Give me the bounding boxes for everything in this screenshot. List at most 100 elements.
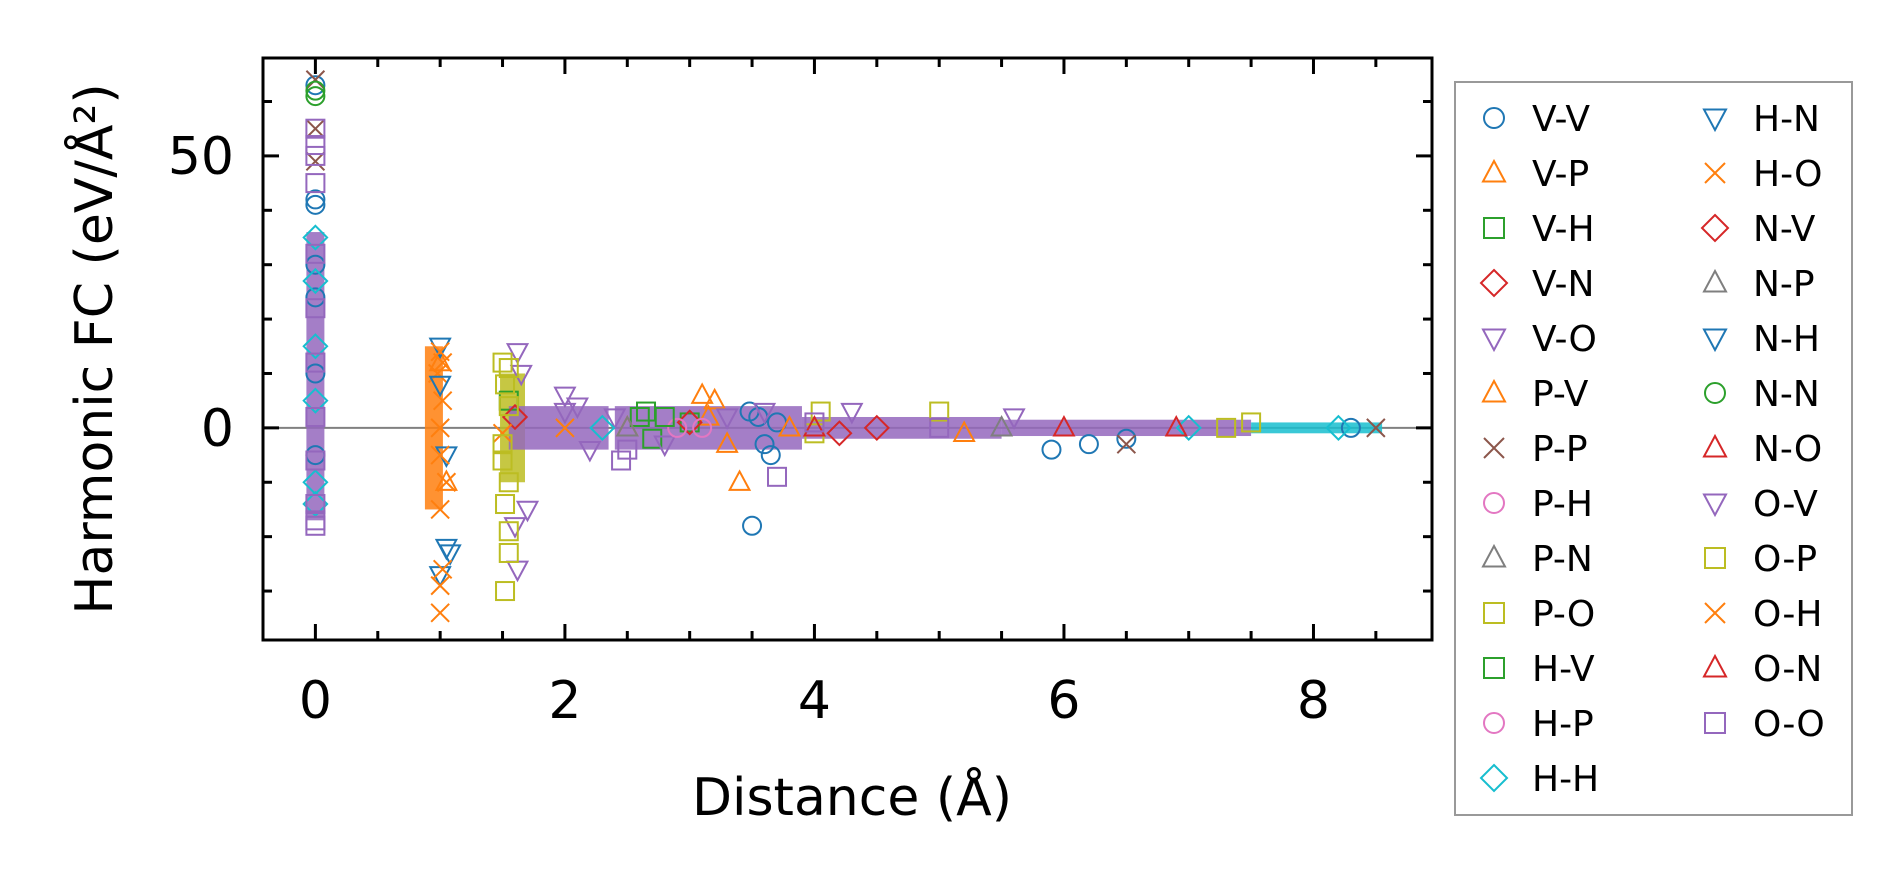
legend-marker xyxy=(1483,492,1505,514)
axis-tick-labels: 0 2 4 6 8 0 50 xyxy=(168,127,1330,731)
axis-ticks xyxy=(263,58,1432,640)
data-point-o-p xyxy=(498,358,519,379)
data-point-v-v xyxy=(1041,439,1062,460)
legend-entry-v-h: V-H xyxy=(1483,209,1595,250)
data-point-h-h xyxy=(302,469,329,496)
legend-entry-n-v: N-V xyxy=(1700,209,1816,250)
legend-label: V-P xyxy=(1532,154,1589,195)
data-point-h-h xyxy=(302,333,329,360)
plot-frame xyxy=(261,56,1434,642)
data-point-o-o xyxy=(305,173,326,194)
x-tick-label: 0 xyxy=(299,671,332,731)
legend-label: O-N xyxy=(1753,649,1822,690)
data-point-h-h xyxy=(1325,414,1352,441)
legend-entry-h-o: H-O xyxy=(1704,154,1822,195)
data-point-p-o xyxy=(498,396,519,417)
legend-marker xyxy=(1481,543,1507,568)
data-point-v-p xyxy=(690,382,714,404)
data-point-h-h xyxy=(302,387,329,414)
data-point-v-v xyxy=(1078,434,1099,455)
legend-entry-p-p: P-P xyxy=(1483,429,1588,470)
legend-marker xyxy=(1704,602,1726,624)
legend-label: N-N xyxy=(1753,374,1820,415)
dense-band-o-o xyxy=(1001,419,1252,437)
x-tick-label: 2 xyxy=(548,671,581,731)
legend-marker xyxy=(1483,602,1505,624)
legend-marker xyxy=(1483,712,1505,734)
legend-marker xyxy=(1483,437,1505,459)
data-markers xyxy=(302,70,1386,623)
legend-marker xyxy=(1702,328,1728,353)
legend-marker xyxy=(1704,547,1726,569)
legend-marker xyxy=(1704,712,1726,734)
data-point-v-p xyxy=(696,404,720,426)
data-point-n-n xyxy=(305,86,326,107)
data-point-h-o xyxy=(436,472,457,492)
legend-label: H-N xyxy=(1753,99,1820,140)
legend-label: N-O xyxy=(1753,429,1822,470)
data-point-o-o xyxy=(305,450,326,471)
legend-label: V-N xyxy=(1532,264,1594,305)
data-point-o-o xyxy=(929,417,950,438)
data-point-p-p xyxy=(305,119,326,139)
legend-entry-n-p: N-P xyxy=(1702,264,1815,305)
data-point-p-p xyxy=(1116,434,1137,454)
legend-entry-p-v: P-V xyxy=(1481,374,1589,415)
data-point-v-o xyxy=(503,517,527,539)
data-point-o-n xyxy=(1164,414,1188,437)
data-point-v-v xyxy=(305,363,326,384)
legend-entry-o-h: O-H xyxy=(1704,594,1822,635)
data-point-n-v xyxy=(863,414,890,441)
data-point-p-p xyxy=(305,70,326,90)
data-point-v-v xyxy=(305,189,326,210)
legend-marker xyxy=(1481,158,1507,183)
data-point-o-o xyxy=(611,450,632,471)
legend-entry-o-n: O-N xyxy=(1702,649,1822,690)
legend-entry-n-n: N-N xyxy=(1704,374,1820,415)
data-point-p-o xyxy=(492,352,513,373)
data-point-v-h xyxy=(629,406,650,427)
data-point-o-o xyxy=(305,352,326,373)
plot-area xyxy=(263,70,1432,623)
data-point-o-v xyxy=(752,402,777,425)
data-point-v-n xyxy=(501,403,529,431)
data-point-p-o xyxy=(1241,412,1262,433)
y-axis-label: Harmonic FC (eV/Å²) xyxy=(63,83,125,614)
data-point-v-v xyxy=(305,194,326,215)
data-point-v-p xyxy=(434,469,458,491)
data-point-v-o xyxy=(603,408,627,430)
data-point-v-p xyxy=(715,431,739,453)
legend-frame xyxy=(1454,81,1853,816)
x-tick-label: 4 xyxy=(798,671,831,731)
legend-label: P-P xyxy=(1532,429,1588,470)
data-point-v-v xyxy=(742,515,763,536)
data-point-p-o xyxy=(810,401,831,422)
data-point-o-o xyxy=(305,494,326,515)
x-axis-label: Distance (Å) xyxy=(692,766,1012,828)
legend-label: N-H xyxy=(1753,319,1820,360)
data-point-v-v xyxy=(305,75,326,96)
data-point-o-o xyxy=(305,298,326,319)
data-point-n-p xyxy=(990,414,1014,437)
data-point-p-o xyxy=(929,401,950,422)
data-point-v-v xyxy=(305,287,326,308)
data-point-v-v xyxy=(305,254,326,275)
data-point-p-o xyxy=(495,374,516,395)
data-point-h-h xyxy=(302,224,329,251)
data-point-h-h xyxy=(302,267,329,295)
data-point-p-o xyxy=(498,542,519,563)
legend-marker xyxy=(1479,763,1509,793)
legend-marker xyxy=(1702,268,1728,293)
legend-entry-p-n: P-N xyxy=(1481,539,1593,580)
legend-label: P-O xyxy=(1532,594,1595,635)
data-point-v-p xyxy=(703,387,727,410)
data-point-v-v xyxy=(760,445,781,466)
legend-entry-p-h: P-H xyxy=(1483,484,1593,525)
data-point-h-o xyxy=(430,445,450,465)
legend-entry-v-v: V-V xyxy=(1483,99,1590,140)
legend-label: P-N xyxy=(1532,539,1593,580)
legend-label: V-O xyxy=(1532,319,1597,360)
data-point-o-o xyxy=(305,145,326,166)
legend-label: P-V xyxy=(1532,374,1589,415)
data-point-v-o xyxy=(515,500,540,523)
